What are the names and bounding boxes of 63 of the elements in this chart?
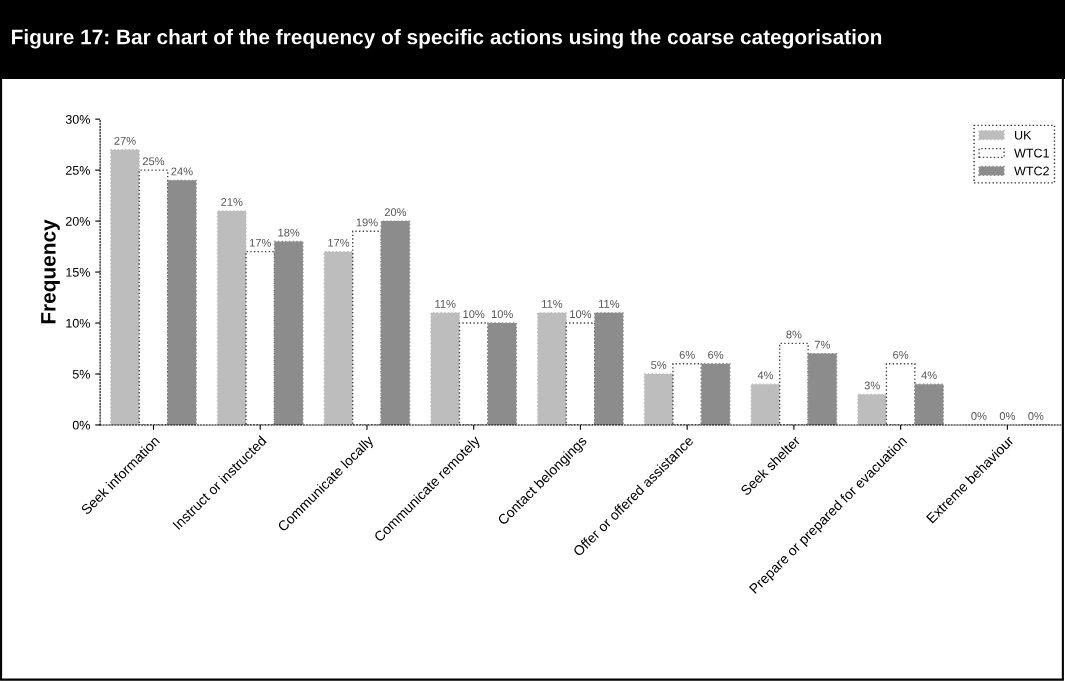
data-label: 3% xyxy=(864,381,880,390)
bar xyxy=(643,373,674,425)
data-label: 0% xyxy=(999,412,1016,420)
bar xyxy=(138,169,169,425)
data-label: 7% xyxy=(814,340,830,349)
data-label: 10% xyxy=(570,310,592,319)
bar xyxy=(750,383,781,425)
data-label: 21% xyxy=(221,198,243,206)
data-label: 11% xyxy=(542,300,563,308)
bar xyxy=(807,352,838,425)
bar xyxy=(914,383,945,425)
bar xyxy=(700,363,731,425)
y-tick-label: 25% xyxy=(66,165,90,175)
bar xyxy=(430,312,461,425)
data-label: 20% xyxy=(384,208,407,217)
data-label: 27% xyxy=(114,136,136,145)
data-label: 10% xyxy=(491,310,513,319)
bar xyxy=(857,393,888,425)
legend-label: UK xyxy=(1015,130,1032,140)
bar xyxy=(352,230,382,425)
bar xyxy=(380,220,411,425)
data-label: 0% xyxy=(1028,412,1044,420)
data-label: 4% xyxy=(757,371,774,380)
data-label: 5% xyxy=(651,361,667,370)
data-label: 17% xyxy=(249,238,271,247)
y-tick-label: 0% xyxy=(72,420,90,430)
data-label: 19% xyxy=(356,218,378,227)
bar xyxy=(245,250,276,425)
y-tick-label: 10% xyxy=(66,318,90,328)
legend-label: WTC2 xyxy=(1014,166,1049,176)
data-label: 24% xyxy=(171,167,193,176)
data-label: 25% xyxy=(142,157,165,166)
bar xyxy=(167,179,197,425)
data-label: 18% xyxy=(278,228,300,237)
bar xyxy=(110,149,140,425)
bar xyxy=(323,250,354,425)
bar xyxy=(565,322,596,425)
data-label: 6% xyxy=(708,350,724,359)
data-label: 8% xyxy=(786,330,802,339)
data-label: 11% xyxy=(435,300,456,308)
bar xyxy=(458,322,489,425)
bar xyxy=(216,210,247,425)
data-label: 6% xyxy=(679,350,695,359)
bar xyxy=(487,322,518,425)
bar xyxy=(885,363,916,425)
data-label: 10% xyxy=(463,310,485,319)
legend-label: WTC1 xyxy=(1014,148,1049,158)
bar xyxy=(593,312,624,425)
y-tick-label: 5% xyxy=(72,369,90,379)
data-label: 4% xyxy=(921,371,937,380)
data-label: 0% xyxy=(971,412,987,420)
bar xyxy=(672,363,703,425)
data-label: 17% xyxy=(328,238,350,247)
data-label: 11% xyxy=(599,300,620,308)
y-tick-label: 20% xyxy=(66,216,90,226)
y-tick-label: 30% xyxy=(65,114,90,124)
chart-title: Figure 17: Bar chart of the frequency of specific actions using the coarse categorisation xyxy=(12,29,882,49)
data-label: 6% xyxy=(893,350,909,359)
bar xyxy=(537,312,567,425)
bar xyxy=(273,240,304,425)
bar xyxy=(778,342,809,425)
y-tick-label: 15% xyxy=(66,267,90,277)
y-axis-title: Frequency xyxy=(41,219,60,324)
